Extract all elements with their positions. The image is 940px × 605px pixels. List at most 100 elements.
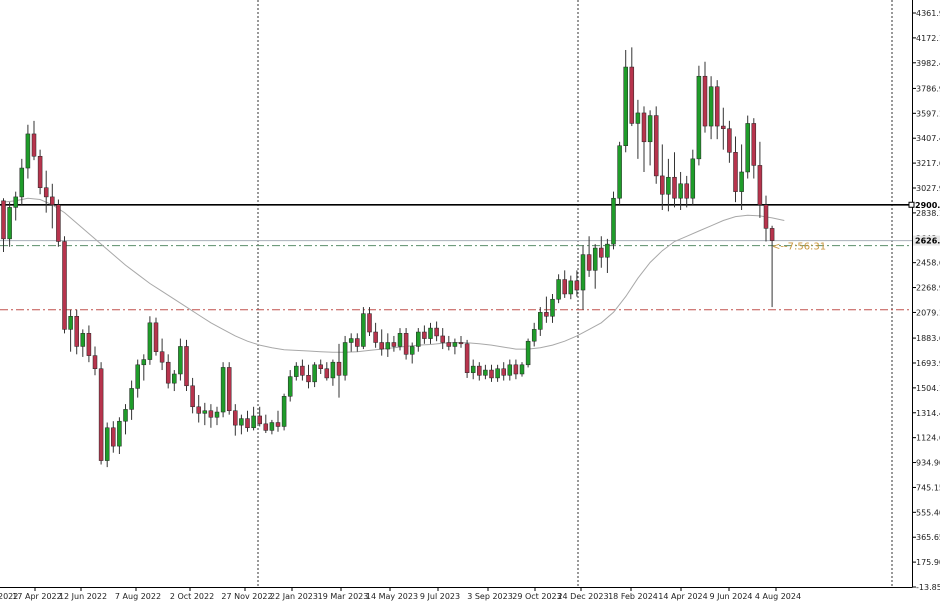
x-tick-label-15: 9 Jun 2024	[709, 592, 752, 601]
candle-body-64	[391, 342, 397, 347]
candle-body-123	[751, 123, 757, 166]
candle-body-81	[495, 368, 500, 379]
candle-body-52	[318, 364, 323, 369]
candle-body-122	[745, 123, 750, 173]
candle-body-102	[623, 66, 628, 146]
candle-body-61	[373, 331, 378, 343]
candle-body-104	[635, 112, 641, 124]
candle-body-24	[147, 322, 153, 360]
candle-body-22	[135, 364, 140, 389]
x-tick-label-5: 27 Nov 2022	[221, 592, 272, 601]
candle-body-74	[452, 342, 458, 347]
candle-body-0	[1, 200, 6, 240]
candle-body-92	[562, 279, 567, 295]
candle-body-71	[434, 327, 439, 337]
candle-body-121	[739, 171, 744, 192]
candle-body-55	[336, 361, 342, 376]
candle-body-18	[111, 427, 116, 447]
candle-body-9	[56, 204, 61, 242]
resistance-handle	[908, 201, 915, 208]
candle-body-53	[324, 368, 330, 379]
candle-body-27	[165, 361, 171, 384]
y-tick-label-11: 2268.90	[916, 284, 940, 293]
candle-body-91	[556, 279, 561, 300]
candle-body-89	[544, 312, 549, 317]
y-tick-label-23: -13.85	[916, 583, 940, 592]
candle-body-80	[489, 369, 494, 379]
candle-body-110	[672, 176, 677, 199]
x-tick-label-1: 17 Apr 2022	[12, 592, 61, 601]
y-tick-label-0: 4361.90	[916, 9, 940, 18]
candle-body-115	[702, 75, 708, 127]
candle-body-60	[367, 313, 372, 333]
candle-body-100	[611, 197, 616, 245]
candle-body-1	[7, 207, 12, 240]
y-tick-label-17: 1124.65	[916, 434, 940, 443]
candle-body-111	[678, 183, 683, 199]
candle-body-40	[245, 418, 250, 429]
candle-body-12	[74, 316, 79, 347]
current-price-tag-label: 2626.72	[915, 237, 940, 246]
candle-body-99	[605, 243, 610, 258]
candle-body-85	[519, 364, 525, 375]
candle-body-14	[86, 333, 92, 356]
candle-body-31	[190, 385, 195, 408]
x-tick-label-6: 22 Jan 2023	[270, 592, 318, 601]
y-tick-label-12: 2079.15	[916, 308, 940, 317]
y-tick-label-10: 2458.65	[916, 259, 940, 268]
candle-body-43	[263, 423, 269, 431]
candle-body-8	[50, 196, 55, 206]
candle-body-16	[98, 368, 104, 461]
candle-body-83	[507, 364, 513, 376]
candle-body-124	[757, 165, 763, 206]
candle-body-118	[721, 125, 726, 129]
candle-body-4	[25, 133, 31, 169]
candle-body-105	[641, 112, 647, 143]
candle-body-38	[233, 410, 238, 426]
y-tick-label-3: 3786.90	[916, 84, 940, 93]
x-tick-label-16: 4 Aug 2024	[755, 592, 801, 601]
candle-body-90	[550, 298, 555, 317]
candle-body-56	[342, 342, 348, 376]
candle-body-48	[294, 365, 299, 377]
y-tick-label-1: 4172.15	[916, 34, 940, 43]
candle-body-66	[403, 333, 409, 355]
candle-body-45	[275, 422, 281, 427]
candle-body-35	[214, 411, 220, 418]
candle-body-15	[92, 355, 98, 369]
candle-body-72	[440, 335, 445, 343]
candle-body-7	[43, 187, 49, 198]
x-tick-label-13: 18 Feb 2024	[608, 592, 658, 601]
candle-body-39	[239, 418, 244, 426]
candle-body-49	[300, 365, 305, 376]
candle-body-59	[361, 313, 366, 347]
x-tick-label-8: 14 May 2023	[366, 592, 418, 601]
candle-body-119	[727, 128, 732, 153]
candle-body-33	[202, 410, 208, 414]
candle-body-103	[629, 66, 635, 124]
candle-body-50	[306, 375, 311, 383]
x-tick-label-10: 3 Sep 2023	[467, 592, 513, 601]
candle-body-86	[525, 340, 531, 366]
candle-body-78	[477, 365, 482, 376]
x-tick-label-3: 7 Aug 2022	[115, 592, 161, 601]
candle-body-113	[690, 158, 696, 199]
resistance-price-tag-label: 2900.00	[915, 201, 940, 210]
candle-body-6	[37, 155, 43, 188]
candle-body-36	[220, 367, 226, 413]
resistance-price-tag-box	[913, 199, 940, 210]
candle-body-97	[592, 247, 598, 271]
current-price-tag-box	[913, 235, 940, 246]
candle-body-32	[196, 406, 201, 414]
candle-body-37	[226, 367, 232, 411]
candle-body-114	[696, 75, 702, 160]
candle-body-47	[287, 376, 293, 397]
candle-body-10	[62, 241, 67, 330]
candle-body-51	[312, 364, 317, 383]
candle-body-84	[513, 364, 519, 375]
candle-body-19	[117, 420, 122, 447]
y-tick-label-18: 934.90	[916, 459, 940, 468]
candle-body-95	[580, 254, 586, 291]
y-tick-label-22: 175.90	[916, 558, 940, 567]
